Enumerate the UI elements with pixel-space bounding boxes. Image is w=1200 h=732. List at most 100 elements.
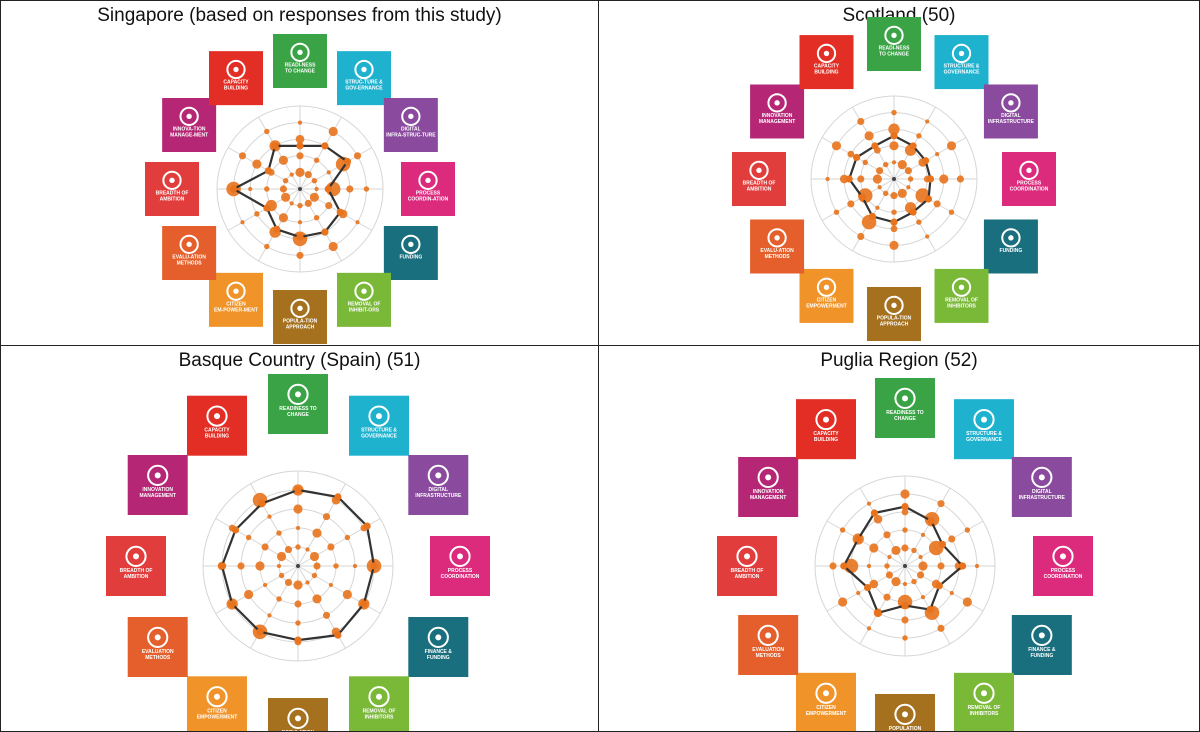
category-tile-citizen-empowerment: CITIZEN EMPOWERMENT xyxy=(796,672,856,731)
category-tile-citizen-empowerment: CITIZEN EMPOWERMENT xyxy=(187,676,247,731)
category-icon-dot xyxy=(435,634,442,641)
category-icon-dot xyxy=(902,395,908,402)
response-dot xyxy=(293,504,303,514)
category-tile-innovation-management: INNOVATION MANAGEMENT xyxy=(738,457,799,517)
response-dot xyxy=(295,525,301,531)
tile-label: PROCESS COORDINATION xyxy=(1010,180,1049,192)
data-point-removal-of-inhibitors xyxy=(334,631,342,639)
tile-label: BREADTH OF AMBITION xyxy=(731,568,764,580)
category-icon xyxy=(162,170,182,191)
category-icon-dot xyxy=(408,113,414,120)
tile-label: EVALUATION METHODS xyxy=(752,647,784,659)
data-point-capacity-building xyxy=(271,142,279,150)
data-point-readi-ness-to-change xyxy=(890,132,898,140)
grid-spoke xyxy=(826,520,906,567)
data-point-digital-infrastructure xyxy=(938,540,947,548)
category-icon xyxy=(147,464,169,486)
response-dot xyxy=(282,177,289,184)
category-icon-dot xyxy=(823,416,829,423)
tile-label: REMOVAL OF INHIBITORS xyxy=(363,708,396,720)
response-dot xyxy=(313,215,320,221)
panel-singapore: Singapore (based on responses from this … xyxy=(1,1,599,346)
category-tile-funding: FUNDING xyxy=(383,226,438,280)
category-tile-finance-funding: FINANCE & FUNDING xyxy=(408,617,469,677)
response-dot xyxy=(839,527,846,533)
category-icon-dot xyxy=(891,32,897,39)
data-point-breadth-of-ambition xyxy=(840,562,848,570)
data-point-population-approach xyxy=(294,636,302,644)
data-point-struc-ture-gov-ernance xyxy=(321,142,329,150)
category-tile-structure-governance: STRUCTURE & GOVERNANCE xyxy=(349,395,409,456)
response-dot xyxy=(901,544,909,552)
category-icon-dot xyxy=(408,241,414,248)
response-dot xyxy=(891,576,901,587)
tile-background xyxy=(349,676,409,731)
data-point-process-coordin-ation xyxy=(324,185,332,193)
data-point-popula-tion-approach xyxy=(890,218,898,226)
response-dot xyxy=(309,551,320,562)
response-dot xyxy=(866,626,872,631)
category-icon xyxy=(290,298,310,318)
data-point-structure-governance xyxy=(927,517,935,525)
data-point-process-coordination xyxy=(926,175,935,183)
response-dot xyxy=(252,159,262,169)
data-point-innova-tion-manage-ment xyxy=(264,167,272,175)
category-icon xyxy=(1001,228,1021,248)
data-point-citizen-empowerment xyxy=(874,609,882,617)
category-icon xyxy=(894,703,916,725)
data-point-citizen-empowerment xyxy=(868,212,877,220)
response-dot xyxy=(883,531,891,539)
category-icon-dot xyxy=(823,284,830,290)
response-dot xyxy=(276,563,282,569)
tile-label: CITIZEN EMPOWERMENT xyxy=(806,705,847,717)
category-icon xyxy=(287,707,309,729)
response-dot xyxy=(295,544,301,550)
response-dot xyxy=(312,528,322,538)
response-dot xyxy=(911,578,917,585)
category-icon-dot xyxy=(774,235,780,241)
response-dot xyxy=(937,500,945,508)
response-dot xyxy=(891,209,897,215)
panel-title: Singapore (based on responses from this … xyxy=(97,5,502,26)
response-dot xyxy=(314,186,319,192)
category-icon-dot xyxy=(297,49,303,56)
category-icon-dot xyxy=(297,305,303,312)
category-icon xyxy=(736,545,758,567)
category-icon xyxy=(401,106,421,127)
data-point-population-approach xyxy=(901,602,909,610)
panel-basque: Basque Country (Spain) (51) READINESS TO… xyxy=(1,346,599,731)
data-point-removal-of-inhibit-ors xyxy=(321,228,329,236)
response-dot xyxy=(267,514,272,519)
response-dot xyxy=(916,133,922,139)
category-tile-readiness-to-change: READINESS TO CHANGE xyxy=(268,374,328,434)
tile-label: FINANCE & FUNDING xyxy=(1028,647,1056,659)
response-dot xyxy=(353,152,362,160)
grid-spoke xyxy=(258,116,301,190)
data-point-digital-infra-struc-ture xyxy=(343,158,352,166)
response-dot xyxy=(289,172,294,177)
category-tile-evaluation-methods: EVALUATION METHODS xyxy=(127,617,188,677)
category-icon-dot xyxy=(186,241,192,248)
response-dot xyxy=(900,489,910,499)
data-point-evaluation-methods xyxy=(863,584,872,592)
response-dot xyxy=(267,613,272,618)
category-icon xyxy=(354,59,374,80)
tile-label: READI-NESS TO CHANGE xyxy=(879,45,911,57)
category-tile-breadth-of-ambition: BREADTH OF AMBITION xyxy=(717,536,777,596)
response-dot xyxy=(890,192,898,200)
tile-label: READINESS TO CHANGE xyxy=(886,410,924,422)
category-tile-innova-tion-manage-ment: INNOVA-TION MANAGE-MENT xyxy=(162,98,217,152)
response-dot xyxy=(322,513,331,521)
category-icon-dot xyxy=(958,284,965,290)
category-icon-dot xyxy=(361,66,367,73)
tile-label: PROCESS COORDINATION xyxy=(1044,568,1083,580)
category-icon-dot xyxy=(376,693,382,700)
data-point-process-coordination xyxy=(959,562,967,570)
response-dot xyxy=(884,563,890,569)
tile-background xyxy=(268,698,328,731)
category-icon-dot xyxy=(169,177,175,184)
category-icon xyxy=(815,682,837,704)
response-dot xyxy=(829,562,837,570)
tile-label: PROCESS COORDINATION xyxy=(441,568,480,580)
